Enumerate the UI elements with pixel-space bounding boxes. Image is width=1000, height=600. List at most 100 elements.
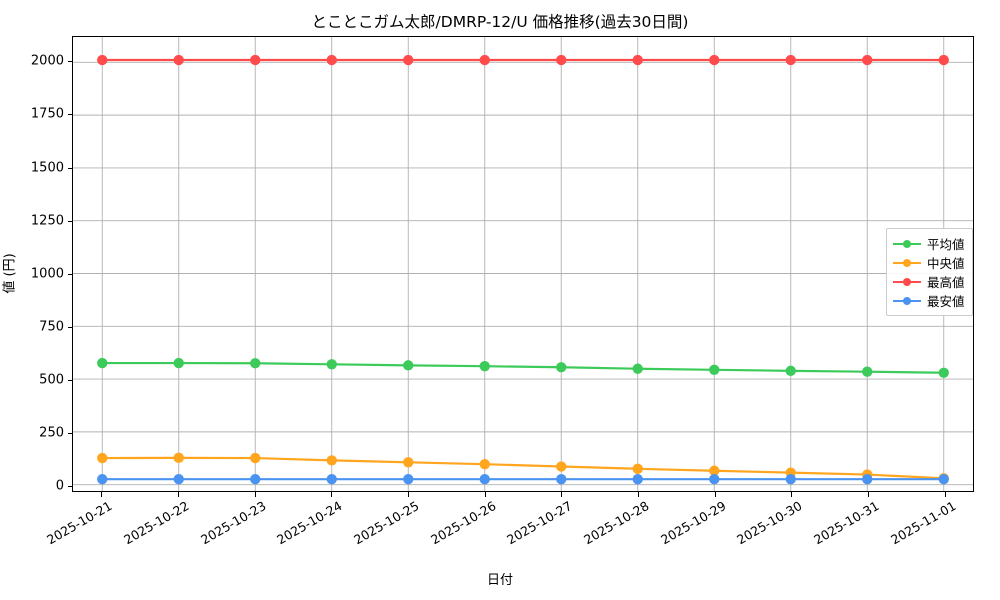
- series-line-1: [101, 456, 945, 480]
- series-point: [250, 452, 261, 464]
- legend-item-3[interactable]: 最安値: [893, 291, 965, 310]
- series-point: [862, 366, 873, 377]
- series-point: [709, 465, 720, 476]
- series-point: [97, 452, 108, 464]
- x-tick-label: 2025-10-21: [44, 498, 115, 548]
- series-point: [632, 363, 643, 374]
- x-tick-label: 2025-10-23: [197, 498, 269, 548]
- y-tick-mark: [67, 61, 72, 63]
- x-tick-label: 2025-10-29: [657, 498, 729, 548]
- series-point: [326, 359, 337, 370]
- legend-label: 最高値: [927, 275, 965, 290]
- data-series-layer: [97, 54, 949, 485]
- legend-swatch-icon: [893, 276, 921, 288]
- series-point: [709, 54, 720, 66]
- chart-title: とことこガム太郎/DMRP-12/U 価格推移(過去30日間): [311, 13, 689, 31]
- legend-label: 平均値: [927, 237, 965, 252]
- series-point: [556, 54, 567, 66]
- series-point: [479, 459, 490, 470]
- x-tick-mark: [561, 492, 563, 497]
- x-tick-mark: [868, 492, 869, 497]
- y-tick-label: 1250: [30, 213, 64, 229]
- x-tick-label: 2025-10-31: [811, 498, 882, 548]
- x-tick-mark: [331, 492, 333, 497]
- chart-legend: 平均値中央値最高値最安値: [886, 228, 973, 316]
- series-point: [632, 463, 643, 475]
- x-tick-label: 2025-10-24: [274, 498, 345, 548]
- legend-item-2[interactable]: 最高値: [893, 272, 965, 291]
- legend-label: 最安値: [927, 294, 965, 309]
- series-point: [938, 473, 949, 485]
- series-point: [556, 461, 567, 472]
- series-point: [326, 54, 337, 66]
- series-point: [250, 358, 261, 369]
- series-point: [785, 365, 796, 377]
- x-tick-mark: [714, 492, 716, 497]
- series-point: [709, 473, 720, 485]
- y-tick-label: 2000: [30, 53, 64, 69]
- x-axis-tick-labels: 2025-10-21 2025-10-22 2025-10-23 2025-10-24…: [44, 498, 974, 568]
- series-point: [403, 473, 414, 485]
- series-point: [173, 357, 184, 369]
- y-tick-mark: [67, 167, 72, 169]
- series-point: [862, 473, 873, 485]
- series-point: [556, 473, 567, 485]
- legend-swatch-icon: [893, 238, 921, 250]
- series-point: [173, 452, 184, 464]
- series-point: [403, 360, 414, 371]
- series-point: [862, 54, 873, 66]
- y-tick-label: 500: [39, 372, 64, 388]
- x-tick-mark: [944, 492, 946, 497]
- series-point: [403, 54, 414, 66]
- x-tick-mark: [484, 492, 486, 497]
- series-point: [785, 473, 796, 485]
- series-point: [785, 54, 796, 66]
- series-point: [97, 357, 108, 369]
- y-tick-label: 750: [39, 319, 64, 335]
- series-point: [173, 473, 184, 485]
- y-tick-label: 1500: [30, 160, 64, 175]
- series-point: [938, 367, 949, 378]
- y-tick-mark: [67, 114, 72, 116]
- series-line-0: [101, 361, 945, 374]
- x-axis-tick-marks: [72, 492, 974, 500]
- x-tick-label: 2025-10-28: [581, 498, 652, 548]
- legend-swatch-icon: [893, 257, 921, 269]
- y-tick-label: 1000: [30, 266, 64, 282]
- x-tick-mark: [254, 492, 256, 497]
- grid-lines: [73, 37, 973, 491]
- legend-item-1[interactable]: 中央値: [893, 253, 965, 272]
- x-tick-label: 2025-10-30: [734, 498, 805, 548]
- plot-area: [72, 36, 974, 492]
- series-point: [632, 54, 643, 66]
- y-tick-mark: [67, 273, 72, 275]
- y-axis-tick-marks: [64, 36, 72, 492]
- series-point: [326, 455, 337, 466]
- y-tick-mark: [67, 432, 72, 434]
- series-point: [173, 54, 184, 66]
- x-axis-label: 日付: [486, 573, 513, 588]
- series-point: [250, 473, 261, 485]
- legend-swatch-icon: [893, 295, 921, 307]
- series-point: [403, 457, 414, 468]
- series-point: [709, 364, 720, 375]
- series-point: [97, 473, 108, 485]
- x-tick-label: 2025-10-27: [504, 498, 575, 548]
- x-tick-mark: [177, 492, 179, 497]
- x-tick-mark: [101, 492, 103, 497]
- y-tick-mark: [67, 379, 72, 381]
- y-tick-mark: [67, 485, 72, 487]
- series-point: [250, 54, 261, 66]
- y-tick-mark: [67, 326, 72, 328]
- x-tick-mark: [638, 492, 639, 497]
- legend-item-0[interactable]: 平均値: [893, 234, 965, 253]
- y-tick-label: 1750: [30, 106, 64, 122]
- legend-label: 中央値: [927, 256, 965, 271]
- x-tick-label: 2025-11-01: [887, 498, 959, 548]
- series-point: [938, 54, 949, 66]
- series-point: [479, 473, 490, 485]
- series-point: [479, 54, 490, 66]
- x-tick-label: 2025-10-22: [121, 498, 192, 548]
- series-point: [479, 361, 490, 372]
